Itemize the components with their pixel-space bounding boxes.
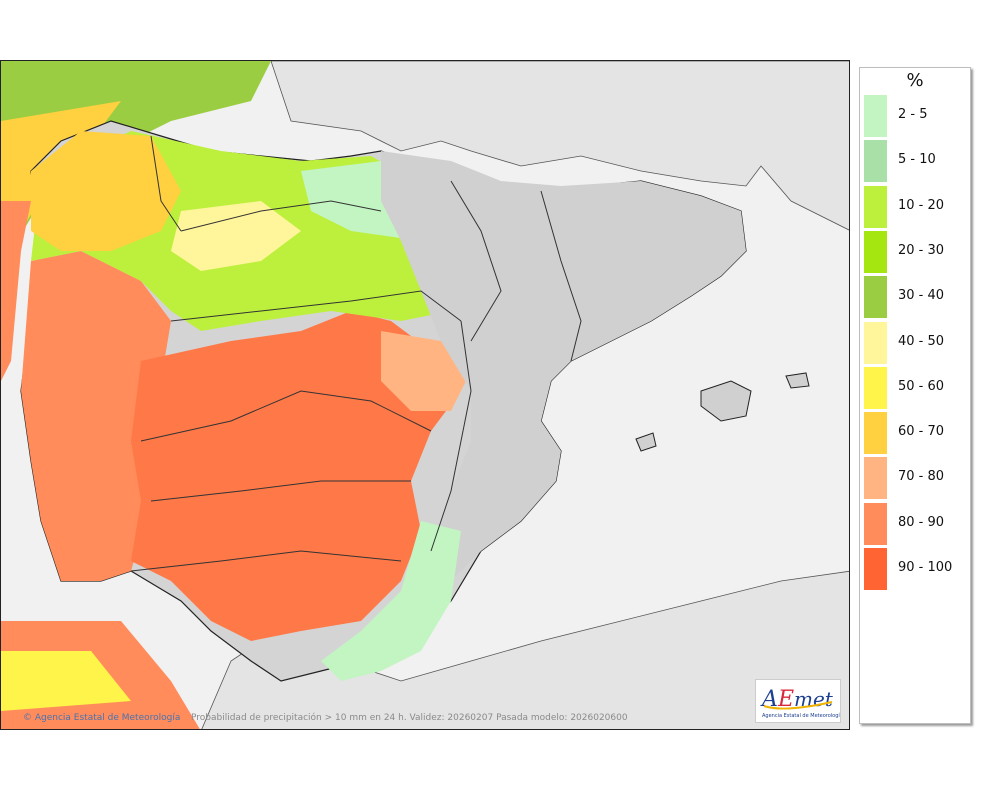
legend-label: 70 - 80 [898, 469, 945, 485]
map-canvas [1, 61, 849, 729]
legend-item: 20 - 30 [864, 230, 964, 273]
svg-text:Agencia Estatal de Meteorologí: Agencia Estatal de Meteorología [762, 712, 840, 719]
legend-label: 20 - 30 [898, 242, 945, 258]
legend-swatch [864, 230, 887, 273]
portugal-precip [21, 251, 171, 581]
legend-label: 30 - 40 [898, 288, 945, 304]
svg-text:E: E [777, 687, 794, 712]
legend-item: 50 - 60 [864, 366, 964, 409]
forecast-info: Probabilidad de precipitación > 10 mm en… [191, 713, 628, 723]
northeast-no-precip [381, 151, 746, 581]
southeast-precip-lightgreen [321, 521, 461, 681]
legend-item: 10 - 20 [864, 185, 964, 228]
ibiza [635, 432, 657, 452]
legend: % 2 - 5 5 - 10 10 - 20 20 - 30 30 - 40 40 - 5… [859, 67, 971, 724]
mallorca [700, 380, 752, 422]
legend-label: 80 - 90 [898, 514, 945, 530]
legend-swatch [864, 276, 887, 319]
legend-label: 60 - 70 [898, 424, 945, 440]
aemet-logo: A E met Agencia Estatal de Meteorología [755, 679, 843, 723]
legend-label: 10 - 20 [898, 197, 945, 213]
legend-swatch [864, 185, 887, 228]
aemet-logo-graphic: A E met Agencia Estatal de Meteorología [760, 687, 843, 719]
legend-label: 50 - 60 [898, 378, 945, 394]
legend-item: 2 - 5 [864, 95, 964, 137]
france-land [270, 61, 849, 231]
agency-credit: © Agencia Estatal de Meteorología [23, 713, 180, 723]
legend-swatch [864, 457, 887, 500]
legend-swatch [864, 366, 887, 409]
legend-swatch [864, 502, 887, 545]
legend-swatch [864, 95, 887, 137]
legend-item: 60 - 70 [864, 412, 964, 455]
leon-precip-yellow [171, 201, 301, 271]
legend-swatch [864, 412, 887, 455]
legend-item: 30 - 40 [864, 276, 964, 319]
legend-label: 40 - 50 [898, 333, 945, 349]
legend-swatch [864, 140, 887, 183]
legend-label: 2 - 5 [898, 107, 928, 122]
legend-swatch [864, 548, 887, 590]
southwest-precip-yellow [1, 651, 131, 711]
legend-label: 5 - 10 [898, 152, 936, 168]
copyright-icon: © [23, 713, 32, 723]
legend-label: 90 - 100 [898, 560, 953, 575]
agency-credit-text: Agencia Estatal de Meteorología [34, 713, 181, 723]
galicia-precip [31, 131, 181, 251]
legend-item: 5 - 10 [864, 140, 964, 183]
region-borders [130, 135, 582, 572]
precipitation-map: © Agencia Estatal de Meteorología Probab… [0, 60, 850, 730]
atlantic-precip-red [1, 201, 31, 381]
legend-unit: % [906, 70, 924, 91]
legend-item: 40 - 50 [864, 321, 964, 364]
legend-item: 90 - 100 [864, 548, 964, 590]
legend-item: 80 - 90 [864, 502, 964, 545]
legend-item: 70 - 80 [864, 457, 964, 500]
legend-swatch [864, 321, 887, 364]
menorca [785, 372, 810, 389]
